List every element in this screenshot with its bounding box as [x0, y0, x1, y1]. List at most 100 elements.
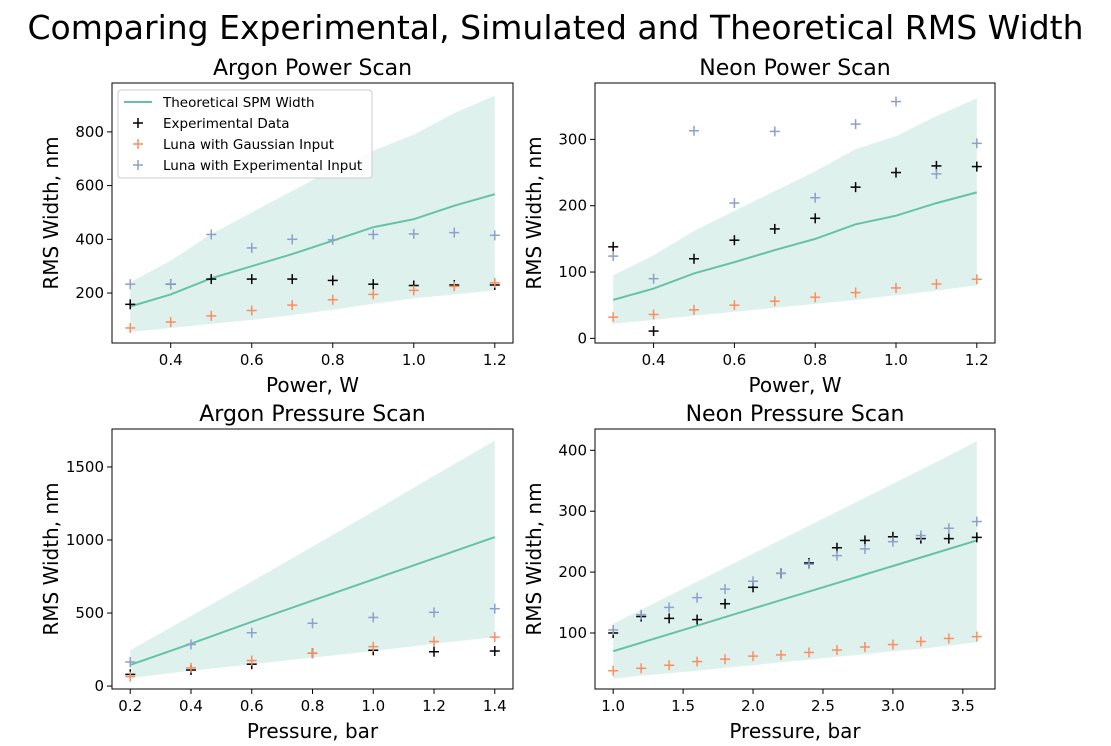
x-tick-label: 1.0: [402, 351, 426, 369]
luna-with-experimental-input-point: [608, 251, 619, 262]
luna-with-gaussian-input-point: [850, 287, 861, 298]
luna-with-experimental-input-point: [803, 559, 814, 570]
luna-with-experimental-input-point: [165, 279, 176, 290]
luna-with-experimental-input-point: [307, 618, 318, 629]
subplot-argon-pressure-scan: 0.2 0.4 0.6 0.8 1.0 1.2 1.4 0 500 1000 1500 Argon P…: [39, 402, 514, 743]
theory-range-band: [613, 441, 977, 679]
luna-with-gaussian-input-point: [206, 310, 217, 321]
x-tick-label: 1.4: [483, 697, 507, 715]
experimental-data-point: [368, 279, 379, 290]
experimental-data-point: [125, 299, 136, 310]
luna-with-gaussian-input-point: [608, 665, 619, 676]
y-axis-label: RMS Width, nm: [522, 136, 546, 289]
axes-frame: [594, 82, 996, 344]
luna-with-experimental-input-point: [368, 229, 379, 240]
experimental-data-point: [769, 223, 780, 234]
experimental-data-point: [688, 253, 699, 264]
luna-with-experimental-input-point: [850, 119, 861, 130]
theory-range-band: [613, 98, 977, 324]
y-tick-label: 1000: [66, 531, 104, 549]
y-tick-label: 600: [75, 177, 104, 195]
y-tick-label: 300: [558, 130, 587, 148]
luna-with-gaussian-input-point: [408, 285, 419, 296]
luna-with-experimental-input-point: [368, 612, 379, 623]
luna-with-gaussian-input-point: [803, 647, 814, 658]
x-tick-label: 1.0: [884, 351, 908, 369]
subplot-argon-power-scan: 0.4 0.6 0.8 1.0 1.2 200 400 600 800 Argon Power S…: [39, 56, 514, 397]
experimental-data-point: [850, 182, 861, 193]
legend-marker-swatch: [133, 160, 143, 170]
luna-with-gaussian-input-point: [307, 648, 318, 659]
luna-with-experimental-input-point: [887, 536, 898, 547]
luna-with-experimental-input-point: [429, 607, 440, 618]
luna-with-gaussian-input-point: [688, 304, 699, 315]
axes-frame: [594, 428, 996, 690]
theoretical-spm-width-line: [612, 539, 978, 653]
luna-with-gaussian-input-point: [125, 671, 136, 682]
figure-title: Comparing Experimental, Simulated and Th…: [27, 8, 1084, 47]
luna-with-gaussian-input-point: [720, 654, 731, 665]
experimental-data-point: [489, 646, 500, 657]
subplot-neon-pressure-scan: 1.0 1.5 2.0 2.5 3.0 3.5 100 200 300 400 Neon Press…: [522, 402, 996, 743]
experimental-data-point: [692, 614, 703, 625]
luna-with-gaussian-input-point: [165, 317, 176, 328]
luna-with-gaussian-input-point: [859, 641, 870, 652]
legend-marker-swatch: [133, 118, 143, 128]
experimental-data-point: [720, 598, 731, 609]
luna-with-gaussian-input-point: [971, 274, 982, 285]
y-tick-label: 400: [75, 230, 104, 248]
luna-with-gaussian-input-point: [327, 294, 338, 305]
legend-marker-swatch: [133, 139, 143, 149]
luna-with-gaussian-input-point: [429, 636, 440, 647]
luna-with-gaussian-input-point: [648, 309, 659, 320]
y-axis-label: RMS Width, nm: [522, 482, 546, 635]
luna-with-experimental-input-point: [246, 627, 257, 638]
luna-with-gaussian-input-point: [831, 645, 842, 656]
x-tick-label: 0.6: [240, 351, 264, 369]
legend: Theoretical SPM Width Experimental Data Lu…: [117, 89, 373, 179]
luna-with-experimental-input-point: [943, 523, 954, 534]
y-tick-label: 500: [75, 604, 104, 622]
experimental-data-point: [246, 274, 257, 285]
luna-with-experimental-input-point: [720, 584, 731, 595]
experimental-data-point: [729, 235, 740, 246]
luna-with-gaussian-input-point: [287, 300, 298, 311]
luna-with-gaussian-input-point: [931, 278, 942, 289]
x-tick-label: 0.4: [642, 351, 666, 369]
experimental-data-point: [608, 241, 619, 252]
experimental-data-point: [648, 326, 659, 337]
experimental-data-point: [287, 274, 298, 285]
luna-with-experimental-input-point: [664, 602, 675, 613]
experimental-data-point: [327, 275, 338, 286]
subplot-neon-power-scan: 0.4 0.6 0.8 1.0 1.2 0 100 200 300 Neon Power Scan…: [522, 56, 996, 397]
luna-with-experimental-input-point: [608, 624, 619, 635]
luna-with-gaussian-input-point: [489, 632, 500, 643]
experimental-data-point: [810, 213, 821, 224]
luna-with-gaussian-input-point: [489, 277, 500, 288]
experimental-data-point: [429, 646, 440, 657]
luna-with-gaussian-input-point: [971, 631, 982, 642]
y-tick-label: 400: [558, 441, 587, 459]
luna-with-gaussian-input-point: [943, 633, 954, 644]
subplot-title: Argon Pressure Scan: [199, 402, 426, 427]
y-tick-label: 200: [558, 563, 587, 581]
y-tick-label: 200: [558, 197, 587, 215]
luna-with-gaussian-input-point: [246, 655, 257, 666]
experimental-data-point: [859, 535, 870, 546]
luna-with-gaussian-input-point: [891, 282, 902, 293]
luna-with-experimental-input-point: [648, 273, 659, 284]
luna-with-experimental-input-point: [636, 609, 647, 620]
luna-with-gaussian-input-point: [125, 322, 136, 333]
luna-with-experimental-input-point: [688, 125, 699, 136]
luna-with-experimental-input-point: [971, 516, 982, 527]
x-tick-label: 3.5: [951, 697, 975, 715]
luna-with-experimental-input-point: [287, 234, 298, 245]
y-tick-label: 0: [94, 677, 104, 695]
luna-with-experimental-input-point: [891, 96, 902, 107]
luna-with-gaussian-input-point: [664, 660, 675, 671]
luna-with-gaussian-input-point: [810, 292, 821, 303]
x-axis-label: Pressure, bar: [247, 719, 379, 743]
y-tick-label: 300: [558, 502, 587, 520]
x-tick-label: 0.2: [118, 697, 142, 715]
